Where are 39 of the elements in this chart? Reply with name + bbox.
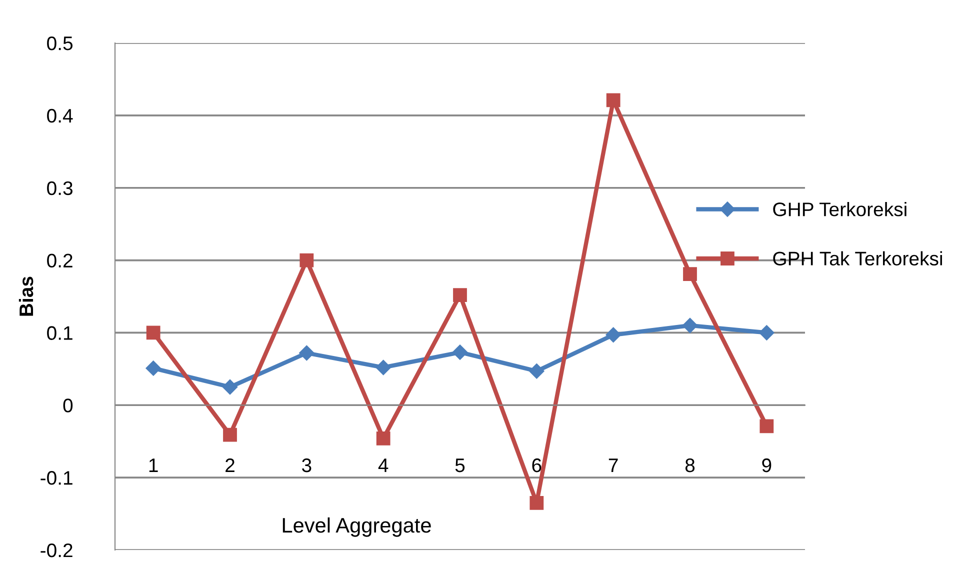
y-tick-label: 0.5 [47,36,73,50]
x-tick-label: 9 [762,458,772,472]
point [529,364,544,379]
x-tick-label: 2 [226,458,234,472]
x-axis-title: Level Aggregate [282,517,431,537]
point [606,93,620,108]
x-tick-label: 1 [149,458,158,472]
x-tick-label: 4 [378,458,388,472]
point [759,325,774,340]
x-tick-label: 8 [685,458,695,472]
x-tick-label: 5 [455,458,465,472]
x-tick-label: 7 [608,458,618,472]
point [300,253,314,268]
point [530,496,544,510]
y-tick-label: 0.1 [47,326,72,340]
y-tick-label: -0.1 [40,471,72,485]
point [222,379,238,395]
x-tick-label: 3 [302,458,312,472]
legend-label: GHP Terkoreksi [773,202,906,216]
point [376,360,391,376]
point [682,318,698,334]
point [376,432,390,446]
point [453,288,467,302]
y-tick-label: 0.2 [47,254,72,268]
y-tick-label: -0.2 [40,543,72,558]
point [606,327,621,342]
point [146,326,160,340]
legend-label: GPH Tak Terkoreksi [773,251,942,266]
point [299,345,314,361]
y-tick-label: 0.3 [47,181,72,196]
y-tick-label: 0 [63,398,73,412]
point [146,360,161,376]
point [223,428,237,442]
point [452,344,468,360]
point [760,419,774,434]
point [683,267,697,281]
y-tick-label: 0.4 [47,108,73,123]
x-tick-label: 6 [532,458,542,472]
y-axis-title: Bias [18,276,34,316]
